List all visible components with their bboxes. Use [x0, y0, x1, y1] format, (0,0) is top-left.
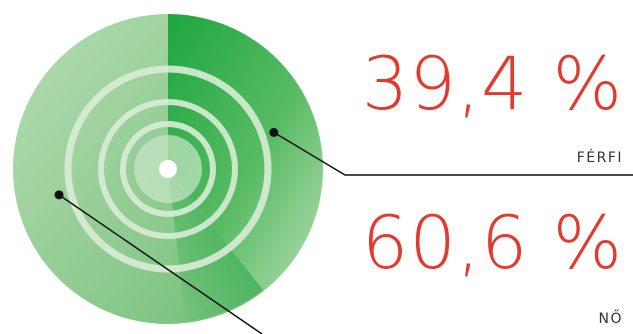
pie-slice-ferfi: [168, 14, 323, 291]
leader-lines: [54, 127, 633, 334]
decorative-rings: [64, 65, 272, 273]
leader-line-ferfi: [273, 131, 633, 176]
center-dot: [159, 160, 177, 178]
slice-name-label-ferfi: FÉRFI: [576, 150, 623, 166]
slice-name-label-no: NŐ: [598, 311, 623, 327]
slice-value-label-no: 60,6 %: [361, 201, 623, 286]
ring-2: [98, 99, 238, 239]
slice-value-label-ferfi: 39,4 %: [361, 42, 623, 127]
leader-dot-no: [54, 190, 64, 200]
leader-line-no: [58, 194, 263, 334]
ring-3: [120, 121, 216, 217]
leader-dot-ferfi: [269, 127, 279, 137]
